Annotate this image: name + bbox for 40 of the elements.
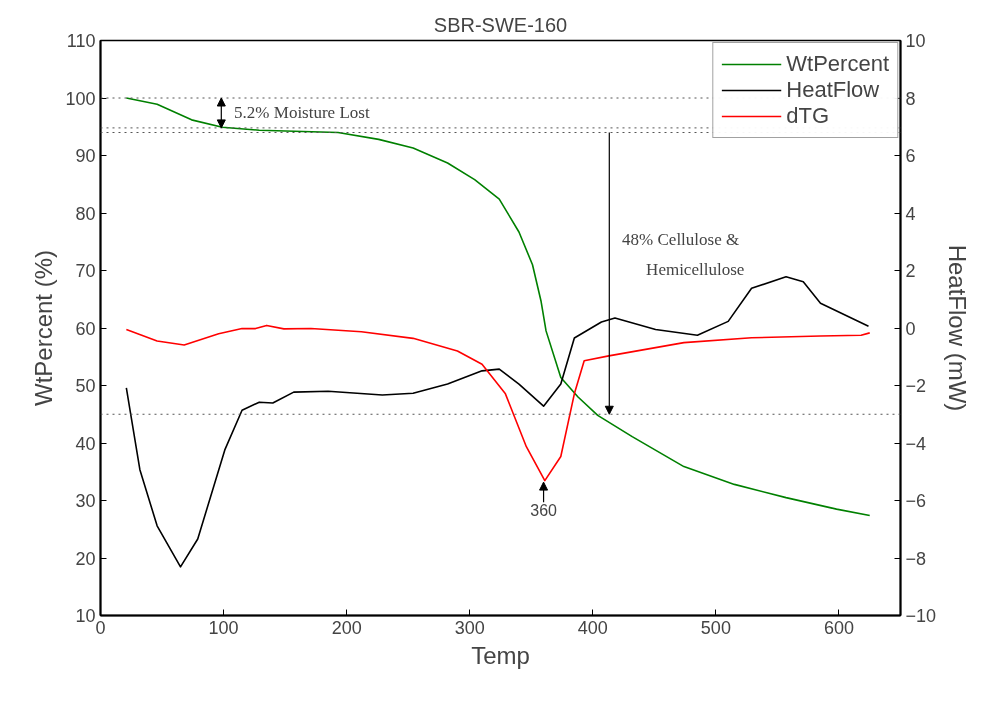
y-tick-label: 110 xyxy=(66,31,96,51)
y2-tick-label: 2 xyxy=(905,261,916,281)
y2-tick-label: 8 xyxy=(905,88,916,109)
y-tick-label: 80 xyxy=(75,203,96,224)
legend-label: WtPercent xyxy=(786,51,889,77)
x-axis-title: Temp xyxy=(471,641,530,669)
x-tick-label: 600 xyxy=(823,617,854,638)
legend-label: dTG xyxy=(786,103,830,129)
x-tick-label: 400 xyxy=(577,617,608,638)
y-tick-label: 40 xyxy=(75,433,96,454)
y-tick-label: 30 xyxy=(75,491,96,511)
y-tick-label: 60 xyxy=(75,318,96,339)
y2-axis-title: HeatFlow (mW) xyxy=(944,244,972,412)
x-tick-label: 0 xyxy=(95,617,106,638)
y2-tick-label: 0 xyxy=(905,318,916,339)
annotation: 360 xyxy=(530,502,558,520)
x-tick-label: 500 xyxy=(700,617,731,638)
y-tick-label: 50 xyxy=(75,376,96,396)
annotation: 48% Cellulose & Hemicellulose xyxy=(622,230,745,280)
x-tick-label: 100 xyxy=(208,617,239,638)
y-tick-label: 10 xyxy=(75,606,96,626)
x-tick-label: 200 xyxy=(331,617,362,638)
y2-tick-label: 10 xyxy=(905,31,926,51)
y2-tick-label: 6 xyxy=(905,146,916,166)
y2-tick-label: −10 xyxy=(905,606,937,626)
chart-title: SBR-SWE-160 xyxy=(433,13,568,36)
legend-label: HeatFlow xyxy=(786,77,880,103)
y-tick-label: 100 xyxy=(65,88,96,109)
annotation: 5.2% Moisture Lost xyxy=(234,103,370,123)
y2-tick-label: −2 xyxy=(905,376,927,396)
x-tick-label: 300 xyxy=(454,617,485,638)
y-tick-label: 20 xyxy=(75,548,96,569)
y-tick-label: 70 xyxy=(75,261,96,281)
y2-tick-label: −6 xyxy=(905,491,927,511)
y-axis-title: WtPercent (%) xyxy=(30,249,58,407)
y-tick-label: 90 xyxy=(75,146,96,166)
y2-tick-label: −4 xyxy=(905,433,927,454)
y2-tick-label: 4 xyxy=(905,203,916,224)
y2-tick-label: −8 xyxy=(905,548,927,569)
line-series xyxy=(125,97,871,517)
